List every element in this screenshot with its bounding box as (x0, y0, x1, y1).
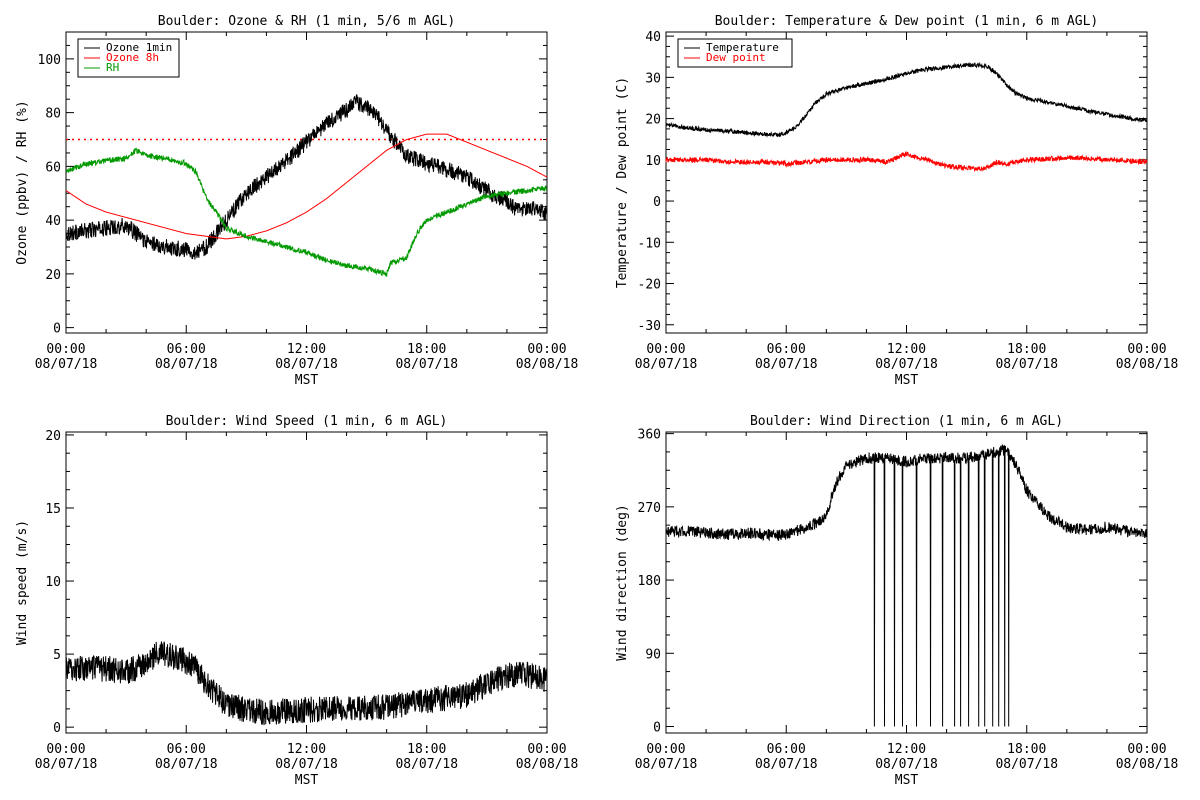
x-tick-date-label: 08/08/18 (516, 357, 579, 372)
series-line-dew-point (665, 150, 1148, 173)
x-axis-label: MST (295, 773, 319, 788)
x-tick-date-label: 08/07/18 (275, 357, 338, 372)
chart-title: Boulder: Temperature & Dew point (1 min,… (715, 14, 1099, 29)
series-line-rh (65, 147, 548, 277)
legend-label: Temperature (706, 41, 779, 54)
y-tick-label: 30 (645, 71, 661, 86)
x-tick-date-label: 08/07/18 (755, 757, 818, 772)
y-tick-label: 180 (638, 574, 661, 589)
x-tick-time-label: 00:00 (46, 342, 85, 357)
y-tick-label: 90 (645, 647, 661, 662)
legend-label: RH (106, 61, 119, 74)
series-line-1 (665, 443, 1148, 727)
series-line-ozone-1min (65, 94, 548, 260)
x-tick-time-label: 18:00 (407, 342, 446, 357)
x-tick-time-label: 18:00 (1007, 742, 1046, 757)
x-tick-time-label: 00:00 (527, 742, 566, 757)
x-tick-date-label: 08/07/18 (155, 357, 218, 372)
x-tick-time-label: 06:00 (167, 742, 206, 757)
x-tick-time-label: 00:00 (46, 742, 85, 757)
x-tick-time-label: 18:00 (1007, 342, 1046, 357)
x-tick-time-label: 06:00 (167, 342, 206, 357)
legend-box (677, 38, 793, 68)
series-line-ozone-8h (65, 133, 548, 240)
x-axis-label: MST (295, 373, 319, 388)
x-tick-date-label: 08/08/18 (516, 757, 579, 772)
y-tick-label: 0 (53, 721, 61, 736)
y-tick-label: 0 (653, 195, 661, 210)
x-tick-date-label: 08/08/18 (1116, 757, 1179, 772)
x-tick-time-label: 00:00 (646, 342, 685, 357)
y-tick-label: 5 (53, 648, 61, 663)
chart-panel-1: Boulder: Ozone & RH (1 min, 5/6 m AGL) 0 2… (15, 14, 578, 388)
x-tick-time-label: 00:00 (646, 742, 685, 757)
y-tick-label: 20 (45, 268, 61, 283)
x-tick-time-label: 12:00 (287, 342, 326, 357)
series-line-temperature (665, 61, 1148, 138)
y-axis-label: Wind direction (deg) (615, 504, 630, 661)
y-tick-label: 270 (638, 501, 661, 516)
x-tick-date-label: 08/07/18 (635, 757, 698, 772)
x-tick-time-label: 06:00 (767, 342, 806, 357)
legend-label: Ozone 8h (106, 51, 159, 64)
plot-frame (665, 31, 1148, 334)
x-tick-date-label: 08/07/18 (875, 757, 938, 772)
x-tick-time-label: 00:00 (527, 342, 566, 357)
x-tick-time-label: 12:00 (287, 742, 326, 757)
y-tick-label: -10 (638, 236, 661, 251)
x-tick-date-label: 08/07/18 (635, 357, 698, 372)
x-tick-date-label: 08/07/18 (275, 757, 338, 772)
x-tick-date-label: 08/07/18 (995, 357, 1058, 372)
y-axis-label: Wind speed (m/s) (15, 520, 30, 645)
x-tick-time-label: 12:00 (887, 742, 926, 757)
y-tick-label: 100 (38, 53, 61, 68)
y-tick-label: 40 (645, 30, 661, 45)
x-tick-date-label: 08/07/18 (755, 357, 818, 372)
chart-panel-3: Boulder: Wind Speed (1 min, 6 m AGL) 0 5 10… (15, 414, 578, 788)
x-tick-time-label: 06:00 (767, 742, 806, 757)
x-tick-time-label: 18:00 (407, 742, 446, 757)
x-tick-date-label: 08/07/18 (395, 757, 458, 772)
chart-title: Boulder: Ozone & RH (1 min, 5/6 m AGL) (158, 14, 455, 29)
y-tick-label: 10 (645, 154, 661, 169)
legend-label: Ozone 1min (106, 41, 172, 54)
y-tick-label: -20 (638, 278, 661, 293)
x-axis-label: MST (895, 773, 919, 788)
x-tick-date-label: 08/07/18 (995, 757, 1058, 772)
x-axis-label: MST (895, 373, 919, 388)
y-tick-label: -30 (638, 319, 661, 334)
x-tick-time-label: 00:00 (1127, 342, 1166, 357)
y-tick-label: 20 (45, 429, 61, 444)
y-tick-label: 20 (645, 113, 661, 128)
chart-title: Boulder: Wind Speed (1 min, 6 m AGL) (166, 414, 448, 429)
y-tick-label: 0 (53, 322, 61, 337)
x-tick-time-label: 00:00 (1127, 742, 1166, 757)
chart-panel-2: Boulder: Temperature & Dew point (1 min,… (615, 14, 1178, 388)
chart-title: Boulder: Wind Direction (1 min, 6 m AGL) (750, 414, 1063, 429)
series-line-1 (65, 641, 548, 726)
x-tick-date-label: 08/07/18 (35, 357, 98, 372)
y-tick-label: 360 (638, 428, 661, 443)
y-axis-label: Temperature / Dew point (C) (615, 77, 630, 288)
x-tick-date-label: 08/08/18 (1116, 357, 1179, 372)
y-axis-label: Ozone (ppbv) / RH (%) (15, 100, 30, 264)
x-tick-date-label: 08/07/18 (875, 357, 938, 372)
x-tick-date-label: 08/07/18 (395, 357, 458, 372)
x-tick-date-label: 08/07/18 (35, 757, 98, 772)
x-tick-time-label: 12:00 (887, 342, 926, 357)
y-tick-label: 80 (45, 107, 61, 122)
chart-panel-4: Boulder: Wind Direction (1 min, 6 m AGL)… (615, 414, 1178, 788)
plot-frame (665, 431, 1148, 734)
y-tick-label: 0 (653, 720, 661, 735)
y-tick-label: 40 (45, 214, 61, 229)
y-tick-label: 60 (45, 160, 61, 175)
legend-label: Dew point (706, 51, 766, 64)
y-tick-label: 10 (45, 575, 61, 590)
x-tick-date-label: 08/07/18 (155, 757, 218, 772)
y-tick-label: 15 (45, 502, 61, 517)
